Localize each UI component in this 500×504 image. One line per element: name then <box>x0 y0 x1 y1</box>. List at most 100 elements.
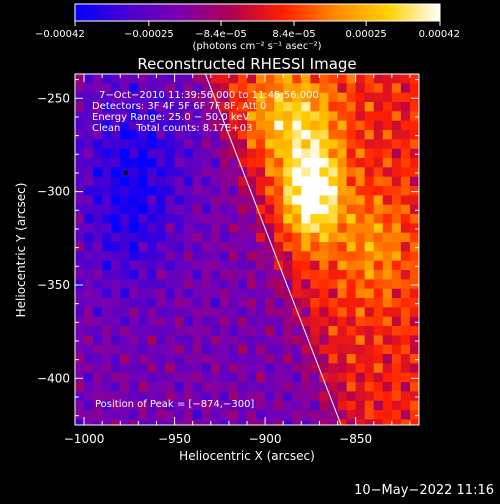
heatmap-cell <box>156 279 167 290</box>
heatmap-cell <box>120 354 130 364</box>
heatmap-cell <box>75 316 85 327</box>
heatmap-cell <box>292 260 302 271</box>
heatmap-cell <box>265 186 275 196</box>
heatmap-cell <box>201 214 212 224</box>
heatmap-cell <box>84 363 94 374</box>
heatmap-cell <box>147 232 158 243</box>
heatmap-cell <box>337 186 348 196</box>
heatmap-cell <box>192 344 203 355</box>
heatmap-cell <box>183 419 194 425</box>
heatmap-cell <box>283 167 293 178</box>
heatmap-cell <box>111 214 121 224</box>
heatmap-cell <box>364 83 375 94</box>
heatmap-cell <box>228 372 239 383</box>
annotation-clean-counts: Clean Total counts: 8.17E+03 <box>92 123 252 134</box>
heatmap-cell <box>391 167 402 178</box>
heatmap-cell <box>201 176 212 187</box>
heatmap-cell <box>301 167 311 178</box>
heatmap-cell <box>400 83 411 94</box>
heatmap-cell <box>301 242 311 252</box>
heatmap-cell <box>382 195 393 206</box>
heatmap-cell <box>292 400 302 411</box>
heatmap-cell <box>274 186 284 196</box>
heatmap-cell <box>147 130 158 140</box>
heatmap-cell <box>219 102 230 112</box>
heatmap-cell <box>147 120 158 131</box>
heatmap-cell <box>156 400 167 411</box>
colorbar-tick-label: 0.00025 <box>345 29 386 40</box>
heatmap-cell <box>292 363 302 374</box>
heatmap-cell <box>292 372 302 383</box>
heatmap-cell <box>138 214 149 224</box>
heatmap-cell <box>120 111 130 122</box>
heatmap-cell <box>328 74 339 84</box>
heatmap-cell <box>373 270 384 280</box>
heatmap-cell <box>237 391 248 402</box>
heatmap-cell <box>319 251 330 262</box>
heatmap-cell <box>382 354 393 364</box>
heatmap-cell <box>310 363 321 374</box>
heatmap-cell <box>382 326 393 336</box>
heatmap-cell <box>138 242 149 252</box>
heatmap-cell <box>165 158 176 168</box>
heatmap-cell <box>75 186 85 196</box>
heatmap-cell <box>210 214 221 224</box>
heatmap-cell <box>75 419 85 425</box>
heatmap-cell <box>120 326 130 336</box>
heatmap-cell <box>228 204 239 215</box>
heatmap-cell <box>219 400 230 411</box>
heatmap-cell <box>310 232 321 243</box>
heatmap-cell <box>129 251 139 262</box>
heatmap-cell <box>120 242 130 252</box>
heatmap-cell <box>156 391 167 402</box>
heatmap-cell <box>174 372 185 383</box>
heatmap-cell <box>373 242 384 252</box>
heatmap-cell <box>409 279 419 290</box>
heatmap-cell <box>256 130 266 140</box>
heatmap-cell <box>400 391 411 402</box>
heatmap-cell <box>409 326 419 336</box>
heatmap-cell <box>301 102 311 112</box>
heatmap-cell <box>174 83 185 94</box>
heatmap-cell <box>174 232 185 243</box>
heatmap-cell <box>319 92 330 103</box>
heatmap-cell <box>210 270 221 280</box>
heatmap-cell <box>346 120 357 131</box>
heatmap-cell <box>337 363 348 374</box>
heatmap-cell <box>102 120 112 131</box>
heatmap-cell <box>274 326 284 336</box>
heatmap-cell <box>364 186 375 196</box>
heatmap-cell <box>382 251 393 262</box>
heatmap-cell <box>84 74 94 84</box>
heatmap-cell <box>138 223 149 234</box>
heatmap-cell <box>93 139 103 150</box>
heatmap-cell <box>201 382 212 392</box>
heatmap-cell <box>102 298 112 308</box>
heatmap-cell <box>165 335 176 346</box>
heatmap-cell <box>337 326 348 336</box>
heatmap-cell <box>129 139 139 150</box>
heatmap-cell <box>93 372 103 383</box>
heatmap-cell <box>400 400 411 411</box>
heatmap-cell <box>228 83 239 94</box>
heatmap-cell <box>346 195 357 206</box>
heatmap-cell <box>247 298 257 308</box>
heatmap-cell <box>219 148 230 159</box>
heatmap-cell <box>237 251 248 262</box>
heatmap-cell <box>283 92 293 103</box>
heatmap-cell <box>391 391 402 402</box>
heatmap-cell <box>192 410 203 420</box>
heatmap-cell <box>346 288 357 299</box>
heatmap-cell <box>192 167 203 178</box>
heatmap-cell <box>129 232 139 243</box>
heatmap-cell <box>129 344 139 355</box>
heatmap-cell <box>201 195 212 206</box>
heatmap-cell <box>93 251 103 262</box>
heatmap-cell <box>392 429 402 439</box>
heatmap-cell <box>265 204 275 215</box>
heatmap-cell <box>373 204 384 215</box>
heatmap-cell <box>228 251 239 262</box>
heatmap-cell <box>228 176 239 187</box>
heatmap-cell <box>355 372 366 383</box>
heatmap-cell <box>219 410 230 420</box>
